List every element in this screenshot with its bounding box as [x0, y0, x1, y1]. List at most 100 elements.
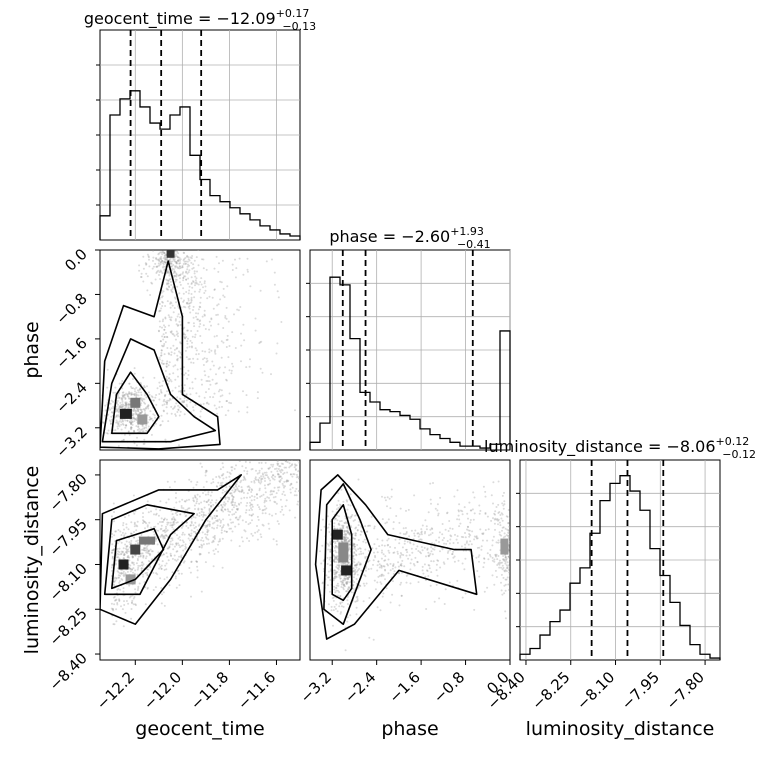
sample-point [231, 362, 234, 365]
sample-point [150, 417, 153, 420]
sample-point [176, 358, 178, 361]
sample-point [179, 267, 182, 269]
sample-point [172, 333, 175, 336]
sample-point [384, 578, 386, 581]
sample-point [115, 530, 117, 533]
sample-point [144, 549, 146, 552]
sample-point [148, 549, 150, 552]
sample-point [398, 538, 401, 541]
sample-point [336, 519, 339, 522]
sample-point [208, 380, 211, 383]
sample-point [180, 572, 183, 575]
sample-point [192, 266, 195, 269]
sample-point [160, 414, 163, 417]
panel-distance-hist [516, 459, 721, 661]
sample-point [237, 490, 240, 493]
sample-point [152, 259, 154, 262]
sample-point [222, 327, 225, 329]
sample-point [241, 488, 244, 491]
sample-point [186, 508, 189, 511]
sample-point [358, 567, 361, 570]
sample-point [187, 277, 190, 280]
sample-point [121, 395, 124, 398]
sample-point [202, 324, 205, 327]
sample-point [122, 395, 125, 398]
sample-point [165, 530, 168, 533]
sample-point [322, 559, 325, 562]
sample-point [220, 508, 223, 511]
sample-point [325, 574, 328, 577]
sample-point [355, 526, 358, 529]
sample-point [159, 521, 161, 523]
sample-point [343, 577, 346, 580]
sample-point [270, 476, 273, 478]
sample-point [201, 508, 204, 511]
sample-point [130, 422, 133, 425]
sample-point [160, 391, 163, 394]
sample-point [286, 479, 288, 482]
sample-point [198, 305, 201, 308]
sample-point [258, 471, 261, 474]
sample-point [184, 262, 187, 265]
sample-point [136, 407, 138, 410]
sample-point [208, 348, 211, 351]
sample-point [197, 308, 200, 311]
sample-point [493, 558, 496, 561]
sample-point [129, 564, 132, 567]
sample-point [263, 435, 265, 437]
sample-point [289, 473, 292, 476]
sample-point [152, 399, 155, 402]
sample-point [160, 352, 163, 354]
sample-point [132, 409, 135, 412]
sample-point [131, 420, 134, 423]
sample-point [166, 555, 169, 558]
sample-point [246, 268, 249, 271]
sample-point [334, 540, 337, 543]
sample-point [130, 426, 133, 429]
sample-point [276, 486, 279, 489]
sample-point [167, 314, 170, 317]
sample-point [285, 460, 288, 463]
sample-point [154, 525, 157, 528]
sample-point [169, 262, 172, 265]
sample-point [251, 468, 254, 470]
sample-point [174, 558, 176, 561]
sample-point [347, 588, 349, 591]
sample-point [216, 520, 219, 523]
sample-point [490, 519, 493, 522]
sample-point [165, 365, 168, 368]
sample-point [172, 528, 175, 531]
sample-point [125, 540, 128, 543]
sample-point [503, 569, 506, 572]
sample-point [118, 580, 121, 583]
sample-point [327, 544, 330, 547]
sample-point [188, 321, 191, 324]
sample-point [508, 564, 510, 567]
sample-point [151, 267, 154, 270]
sample-point [270, 373, 272, 376]
sample-point [230, 369, 233, 372]
sample-point [279, 475, 282, 478]
sample-point [333, 558, 336, 561]
sample-point [326, 563, 329, 565]
sample-point [340, 562, 343, 565]
sample-point [296, 415, 298, 417]
sample-point [188, 567, 191, 569]
x-tick-label: −7.95 [618, 668, 663, 713]
sample-point [110, 407, 113, 410]
sample-point [334, 577, 337, 580]
sample-point [431, 528, 434, 530]
sample-point [192, 516, 195, 518]
sample-point [333, 559, 336, 562]
sample-point [249, 501, 251, 504]
sample-point [230, 502, 233, 505]
sample-point [111, 557, 114, 560]
sample-point [225, 530, 228, 533]
sample-point [405, 548, 407, 551]
sample-point [139, 554, 142, 557]
sample-point [259, 367, 262, 370]
sample-point [501, 513, 504, 516]
sample-point [251, 519, 253, 522]
sample-point [167, 498, 170, 501]
density-contour [100, 260, 221, 450]
